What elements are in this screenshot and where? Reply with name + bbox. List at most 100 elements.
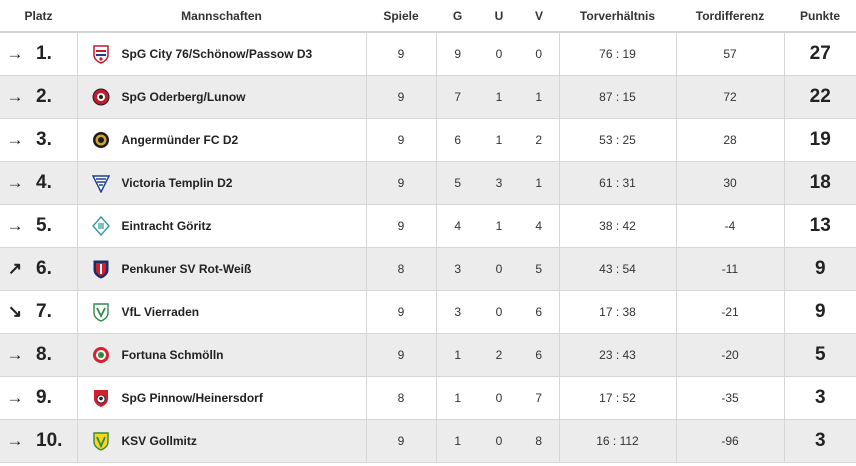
lost-cell: 2 bbox=[519, 118, 560, 162]
goal-difference-cell: 57 bbox=[676, 32, 785, 76]
header-goal-difference[interactable]: Tordifferenz bbox=[676, 0, 784, 33]
table-row: → 5. Eintracht Göritz 9 4 1 4 38 : 42 -4 … bbox=[0, 204, 856, 248]
games-cell: 8 bbox=[366, 247, 437, 291]
place-cell: ↘ 7. bbox=[0, 290, 77, 334]
place-cell: → 1. bbox=[0, 32, 77, 76]
trend-down-arrow-icon: ↘ bbox=[7, 301, 23, 321]
games-cell: 9 bbox=[366, 32, 437, 76]
points-cell: 3 bbox=[784, 376, 856, 420]
place-cell: → 8. bbox=[0, 333, 77, 377]
goals-cell: 43 : 54 bbox=[559, 247, 677, 291]
header-draw[interactable]: U bbox=[479, 0, 519, 33]
won-cell: 9 bbox=[436, 32, 479, 76]
team-name-link[interactable]: Fortuna Schmölln bbox=[121, 347, 224, 362]
games-cell: 9 bbox=[366, 75, 437, 119]
trend-steady-arrow-icon: → bbox=[6, 86, 24, 106]
goals-cell: 16 : 112 bbox=[559, 419, 677, 463]
games-cell: 9 bbox=[366, 161, 437, 205]
table-row: → 8. Fortuna Schmölln 9 1 2 6 23 : 43 -20… bbox=[0, 333, 856, 377]
header-lost[interactable]: V bbox=[519, 0, 559, 33]
team-cell: VfL Vierraden bbox=[76, 290, 367, 334]
team-cell: Eintracht Göritz bbox=[76, 204, 367, 248]
trend-up-arrow-icon: ↗ bbox=[7, 258, 23, 278]
lost-cell: 6 bbox=[519, 333, 560, 377]
round-crest-red-green-icon bbox=[92, 346, 109, 363]
games-cell: 9 bbox=[366, 333, 437, 377]
draw-cell: 0 bbox=[479, 32, 519, 76]
points-cell: 19 bbox=[784, 118, 856, 162]
team-name-link[interactable]: Penkuner SV Rot-Weiß bbox=[121, 261, 252, 276]
lost-cell: 6 bbox=[519, 290, 560, 334]
points-cell: 9 bbox=[784, 247, 856, 291]
shield-crest-green-white-icon bbox=[92, 302, 109, 322]
team-name-link[interactable]: Eintracht Göritz bbox=[121, 218, 212, 233]
shield-crest-red-ball-icon bbox=[93, 389, 108, 407]
team-cell: Victoria Templin D2 bbox=[76, 161, 367, 205]
header-points[interactable]: Punkte bbox=[784, 0, 856, 33]
place-cell: → 5. bbox=[0, 204, 77, 248]
goal-difference-cell: -21 bbox=[676, 290, 785, 334]
goal-difference-cell: -35 bbox=[676, 376, 785, 420]
points-cell: 5 bbox=[784, 333, 856, 377]
draw-cell: 0 bbox=[479, 419, 519, 463]
games-cell: 9 bbox=[366, 118, 437, 162]
team-name-link[interactable]: KSV Gollmitz bbox=[121, 433, 197, 448]
goal-difference-cell: 28 bbox=[676, 118, 785, 162]
draw-cell: 1 bbox=[479, 75, 519, 119]
draw-cell: 1 bbox=[479, 118, 519, 162]
won-cell: 1 bbox=[436, 419, 479, 463]
team-name-link[interactable]: VfL Vierraden bbox=[121, 304, 200, 319]
lost-cell: 4 bbox=[519, 204, 560, 248]
team-name-link[interactable]: SpG Pinnow/Heinersdorf bbox=[121, 390, 263, 405]
place-cell: ↗ 6. bbox=[0, 247, 77, 291]
team-name-link[interactable]: SpG City 76/Schönow/Passow D3 bbox=[121, 46, 313, 61]
shield-crest-red-white-icon bbox=[92, 45, 109, 64]
goals-cell: 53 : 25 bbox=[559, 118, 677, 162]
draw-cell: 3 bbox=[479, 161, 519, 205]
won-cell: 1 bbox=[436, 376, 479, 420]
goal-difference-cell: -4 bbox=[676, 204, 785, 248]
rank-number: 4. bbox=[36, 171, 52, 193]
goal-difference-cell: 30 bbox=[676, 161, 785, 205]
team-name-link[interactable]: Victoria Templin D2 bbox=[121, 175, 233, 190]
team-name-link[interactable]: SpG Oderberg/Lunow bbox=[121, 89, 246, 104]
header-teams[interactable]: Mannschaften bbox=[77, 0, 366, 33]
games-cell: 9 bbox=[366, 419, 437, 463]
team-cell: SpG City 76/Schönow/Passow D3 bbox=[76, 32, 367, 76]
trend-steady-arrow-icon: → bbox=[6, 172, 24, 192]
header-games[interactable]: Spiele bbox=[366, 0, 436, 33]
points-cell: 13 bbox=[784, 204, 856, 248]
goals-cell: 76 : 19 bbox=[559, 32, 677, 76]
team-name-link[interactable]: Angermünder FC D2 bbox=[121, 132, 239, 147]
team-cell: KSV Gollmitz bbox=[76, 419, 367, 463]
goal-difference-cell: -11 bbox=[676, 247, 785, 291]
lost-cell: 1 bbox=[519, 75, 560, 119]
table-row: → 1. SpG City 76/Schönow/Passow D3 9 9 0 … bbox=[0, 32, 856, 76]
goals-cell: 38 : 42 bbox=[559, 204, 677, 248]
place-cell: → 4. bbox=[0, 161, 77, 205]
table-row: ↗ 6. Penkuner SV Rot-Weiß 8 3 0 5 43 : 54… bbox=[0, 247, 856, 291]
trend-steady-arrow-icon: → bbox=[6, 215, 24, 235]
diamond-crest-teal-icon bbox=[91, 215, 110, 236]
rank-number: 3. bbox=[36, 128, 52, 150]
lost-cell: 5 bbox=[519, 247, 560, 291]
goals-cell: 23 : 43 bbox=[559, 333, 677, 377]
won-cell: 3 bbox=[436, 247, 479, 291]
points-cell: 3 bbox=[784, 419, 856, 463]
table-row: → 2. SpG Oderberg/Lunow 9 7 1 1 87 : 15 7… bbox=[0, 75, 856, 119]
draw-cell: 0 bbox=[479, 290, 519, 334]
won-cell: 6 bbox=[436, 118, 479, 162]
header-place[interactable]: Platz bbox=[0, 0, 77, 33]
goals-cell: 87 : 15 bbox=[559, 75, 677, 119]
header-won[interactable]: G bbox=[436, 0, 479, 33]
points-cell: 9 bbox=[784, 290, 856, 334]
team-cell: Angermünder FC D2 bbox=[76, 118, 367, 162]
lost-cell: 7 bbox=[519, 376, 560, 420]
draw-cell: 1 bbox=[479, 204, 519, 248]
draw-cell: 2 bbox=[479, 333, 519, 377]
rank-number: 6. bbox=[36, 257, 52, 279]
header-goals[interactable]: Torverhältnis bbox=[559, 0, 676, 33]
trend-steady-arrow-icon: → bbox=[6, 430, 24, 450]
games-cell: 9 bbox=[366, 204, 437, 248]
